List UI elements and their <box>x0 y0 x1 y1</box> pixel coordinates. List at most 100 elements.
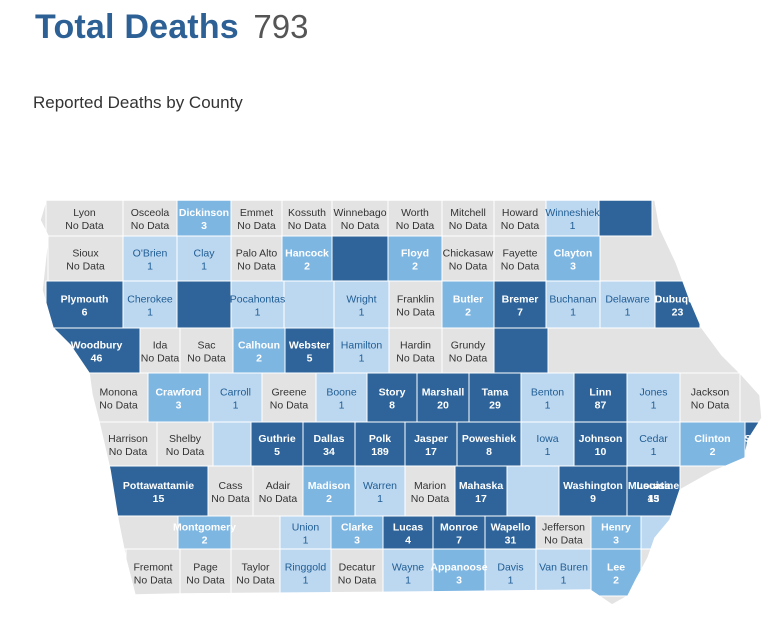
county-cedar[interactable] <box>626 421 681 467</box>
county-name-wayne: Wayne <box>392 562 424 574</box>
county-chickasaw[interactable] <box>441 235 495 282</box>
county-louisa[interactable] <box>626 465 681 517</box>
county-davis[interactable] <box>484 548 537 597</box>
county-value-sioux: No Data <box>66 261 105 273</box>
county-cerro-gordo[interactable] <box>331 235 389 282</box>
county-harrison[interactable] <box>98 421 158 467</box>
county-des-moines[interactable] <box>640 515 701 550</box>
county-butler[interactable] <box>441 280 495 329</box>
county-winnebago[interactable] <box>331 200 389 237</box>
county-hardin[interactable] <box>388 327 443 374</box>
county-value-winnebago: No Data <box>341 220 380 232</box>
county-marion[interactable] <box>404 465 456 517</box>
county-value-carroll: 1 <box>233 400 239 412</box>
county-dallas[interactable] <box>302 421 356 467</box>
county-clay[interactable] <box>176 235 232 282</box>
county-humboldt[interactable] <box>283 280 335 329</box>
county-ringgold[interactable] <box>279 548 332 597</box>
county-clayton[interactable] <box>545 235 601 282</box>
county-franklin[interactable] <box>388 280 443 329</box>
county-webster[interactable] <box>284 327 335 374</box>
county-value-dallas: 34 <box>323 446 335 458</box>
county-iowa[interactable] <box>520 421 575 467</box>
county-value-union: 1 <box>303 535 309 547</box>
county-jackson[interactable] <box>679 372 741 423</box>
county-washington[interactable] <box>558 465 628 517</box>
county-cass[interactable] <box>207 465 254 517</box>
county-name-floyd: Floyd <box>401 248 429 260</box>
county-pottawattamie[interactable] <box>108 465 209 517</box>
county-buena-vista[interactable] <box>176 280 232 329</box>
county-name-o-brien: O'Brien <box>133 248 168 260</box>
county-value-hancock: 2 <box>304 261 310 273</box>
county-name-mitchell: Mitchell <box>450 207 486 219</box>
county-cells <box>45 200 762 597</box>
county-name-jasper: Jasper <box>414 433 448 445</box>
county-clarke[interactable] <box>330 515 384 550</box>
county-henry[interactable] <box>590 515 642 550</box>
county-shelby[interactable] <box>156 421 214 467</box>
county-name-winnebago: Winnebago <box>333 207 386 219</box>
county-tama[interactable] <box>468 372 522 423</box>
county-name-clinton: Clinton <box>694 433 730 445</box>
county-value-monroe: 7 <box>456 535 462 547</box>
county-winneshiek[interactable] <box>545 200 600 237</box>
county-audubon[interactable] <box>212 421 252 467</box>
county-keokuk[interactable] <box>506 465 560 517</box>
county-black-hawk[interactable] <box>493 327 549 374</box>
county-plymouth[interactable] <box>45 280 124 329</box>
county-value-osceola: No Data <box>131 220 170 232</box>
county-fremont[interactable] <box>125 548 181 597</box>
county-decatur[interactable] <box>330 548 384 597</box>
county-name-poweshiek: Poweshiek <box>462 433 516 445</box>
county-mahaska[interactable] <box>454 465 508 517</box>
county-hamilton[interactable] <box>333 327 390 374</box>
county-van-buren[interactable] <box>535 548 592 597</box>
county-name-kossuth: Kossuth <box>288 207 326 219</box>
county-marshall[interactable] <box>416 372 470 423</box>
county-name-chickasaw: Chickasaw <box>443 248 494 260</box>
county-warren[interactable] <box>354 465 406 517</box>
county-value-dubuque: 23 <box>672 307 684 319</box>
county-adams[interactable] <box>230 515 281 550</box>
county-taylor[interactable] <box>230 548 281 597</box>
county-name-warren: Warren <box>363 480 397 492</box>
county-worth[interactable] <box>387 200 443 237</box>
county-name-crawford: Crawford <box>155 387 201 399</box>
county-hancock[interactable] <box>281 235 333 282</box>
county-jones[interactable] <box>626 372 681 423</box>
county-lucas[interactable] <box>382 515 434 550</box>
county-monroe[interactable] <box>432 515 486 550</box>
county-fayette[interactable] <box>493 235 547 282</box>
county-o-brien[interactable] <box>122 235 178 282</box>
county-page[interactable] <box>179 548 232 597</box>
county-wayne[interactable] <box>382 548 434 597</box>
county-buchanan[interactable] <box>545 280 601 329</box>
county-polk[interactable] <box>354 421 406 467</box>
county-grundy[interactable] <box>441 327 495 374</box>
county-name-lee: Lee <box>607 562 625 574</box>
county-linn[interactable] <box>573 372 628 423</box>
page-title: Total Deaths <box>35 8 239 46</box>
county-allamakee[interactable] <box>598 200 653 237</box>
county-osceola[interactable] <box>122 200 178 237</box>
county-appanoose[interactable] <box>432 548 486 597</box>
county-value-marshall: 20 <box>437 400 449 412</box>
county-name-story: Story <box>379 387 406 399</box>
county-value-wright: 1 <box>359 307 365 319</box>
county-palo-alto[interactable] <box>230 235 283 282</box>
county-value-adair: No Data <box>259 493 298 505</box>
county-name-fayette: Fayette <box>502 248 537 260</box>
county-bremer[interactable] <box>493 280 547 329</box>
county-name-lucas: Lucas <box>393 522 424 534</box>
county-johnson[interactable] <box>573 421 628 467</box>
county-boone[interactable] <box>315 372 368 423</box>
county-value-kossuth: No Data <box>288 220 327 232</box>
state-border <box>39 199 763 606</box>
county-mills[interactable] <box>117 515 179 550</box>
county-clinton[interactable] <box>679 421 746 467</box>
county-pocahontas[interactable] <box>230 280 285 329</box>
county-value-wayne: 1 <box>405 575 411 587</box>
county-carroll[interactable] <box>208 372 263 423</box>
